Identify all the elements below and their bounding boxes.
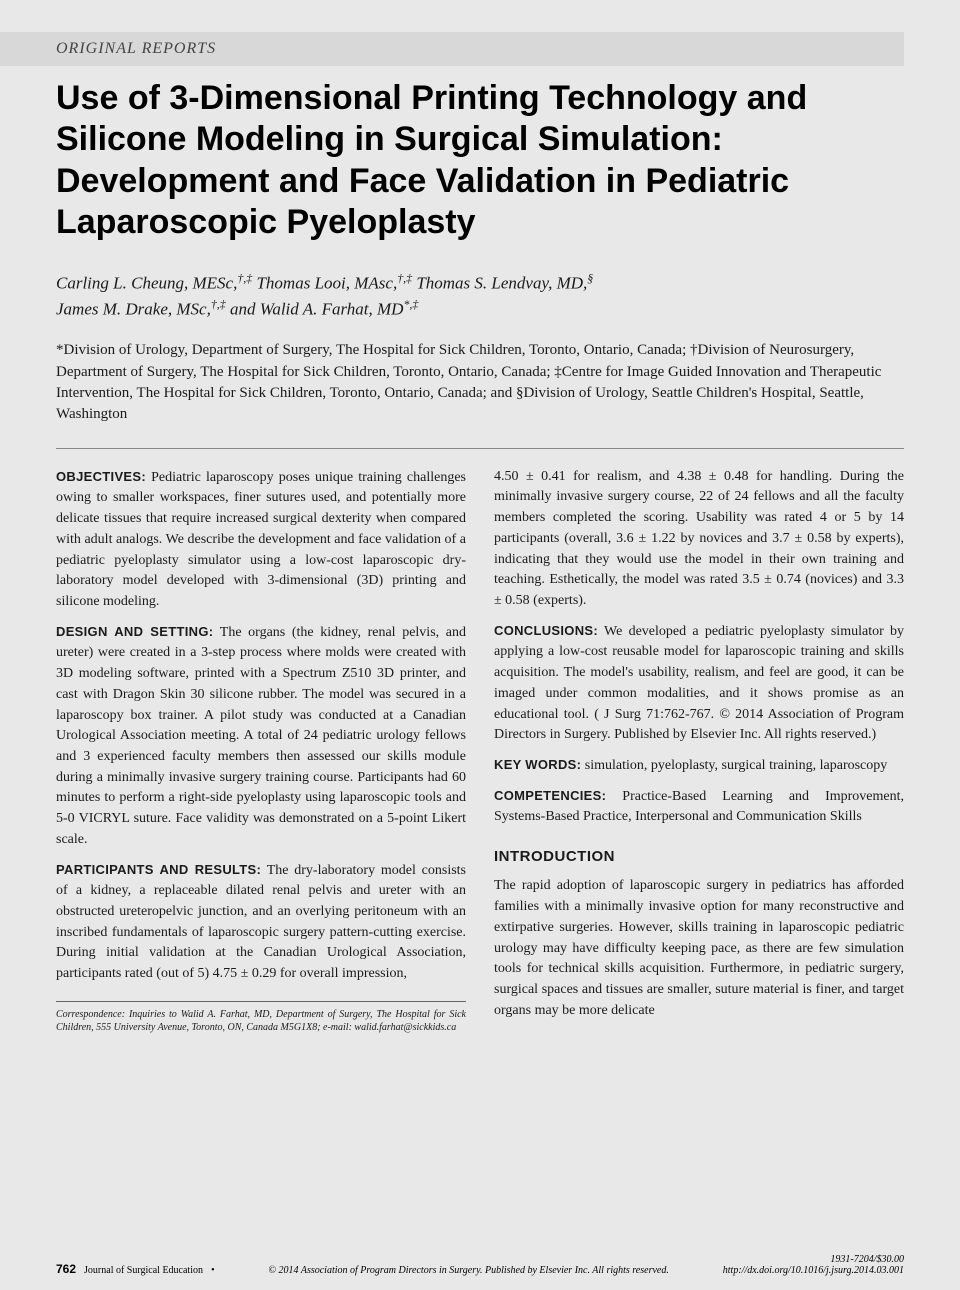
conclusions-text: We developed a pediatric pyeloplasty sim…	[494, 624, 904, 743]
participants-label: PARTICIPANTS AND RESULTS:	[56, 862, 261, 877]
doi: http://dx.doi.org/10.1016/j.jsurg.2014.0…	[723, 1265, 904, 1276]
author-3: Thomas S. Lendvay, MD,	[416, 274, 587, 293]
footer-right: 1931-7204/$30.00 http://dx.doi.org/10.10…	[723, 1254, 904, 1276]
two-column-body: OBJECTIVES: Pediatric laparoscopy poses …	[56, 467, 904, 1035]
conclusions-label: CONCLUSIONS:	[494, 623, 598, 638]
author-2: Thomas Looi, MAsc,	[256, 274, 397, 293]
introduction-heading: INTRODUCTION	[494, 846, 904, 868]
participants-text-left: The dry-laboratory model consists of a k…	[56, 863, 466, 982]
author-1-sup: †,‡	[237, 271, 252, 285]
author-1: Carling L. Cheung, MESc,	[56, 274, 237, 293]
keywords-text: simulation, pyeloplasty, surgical traini…	[581, 758, 887, 773]
participants-section-left: PARTICIPANTS AND RESULTS: The dry-labora…	[56, 860, 466, 985]
competencies-section: COMPETENCIES: Practice-Based Learning an…	[494, 786, 904, 828]
authors-block: Carling L. Cheung, MESc,†,‡ Thomas Looi,…	[56, 270, 904, 323]
page-footer: 762 Journal of Surgical Education • © 20…	[56, 1254, 904, 1276]
objectives-label: OBJECTIVES:	[56, 469, 146, 484]
divider	[56, 448, 904, 449]
design-section: DESIGN AND SETTING: The organs (the kidn…	[56, 622, 466, 851]
affiliations: *Division of Urology, Department of Surg…	[56, 340, 904, 425]
author-5: and Walid A. Farhat, MD	[230, 300, 403, 319]
author-5-sup: *,‡	[403, 297, 418, 311]
introduction-text: The rapid adoption of laparoscopic surge…	[494, 876, 904, 1021]
correspondence-block: Correspondence: Inquiries to Walid A. Fa…	[56, 1001, 466, 1035]
keywords-section: KEY WORDS: simulation, pyeloplasty, surg…	[494, 755, 904, 777]
author-2-sup: †,‡	[397, 271, 412, 285]
design-label: DESIGN AND SETTING:	[56, 624, 213, 639]
author-3-sup: §	[587, 271, 593, 285]
objectives-text: Pediatric laparoscopy poses unique train…	[56, 470, 466, 609]
author-4-sup: †,‡	[211, 297, 226, 311]
section-label: ORIGINAL REPORTS	[56, 40, 904, 58]
author-4: James M. Drake, MSc,	[56, 300, 211, 319]
participants-section-right: 4.50 ± 0.41 for realism, and 4.38 ± 0.48…	[494, 467, 904, 612]
competencies-label: COMPETENCIES:	[494, 788, 606, 803]
right-column: 4.50 ± 0.41 for realism, and 4.38 ± 0.48…	[494, 467, 904, 1035]
objectives-section: OBJECTIVES: Pediatric laparoscopy poses …	[56, 467, 466, 613]
footer-center: © 2014 Association of Program Directors …	[215, 1265, 723, 1276]
issn: 1931-7204/$30.00	[723, 1254, 904, 1265]
keywords-label: KEY WORDS:	[494, 757, 581, 772]
article-title: Use of 3-Dimensional Printing Technology…	[56, 78, 904, 244]
left-column: OBJECTIVES: Pediatric laparoscopy poses …	[56, 467, 466, 1035]
page-number: 762	[56, 1262, 76, 1276]
journal-name: Journal of Surgical Education	[84, 1265, 203, 1276]
conclusions-section: CONCLUSIONS: We developed a pediatric py…	[494, 621, 904, 746]
design-text: The organs (the kidney, renal pelvis, an…	[56, 625, 466, 847]
footer-left: 762 Journal of Surgical Education •	[56, 1262, 215, 1276]
participants-text-right: 4.50 ± 0.41 for realism, and 4.38 ± 0.48…	[494, 469, 904, 608]
